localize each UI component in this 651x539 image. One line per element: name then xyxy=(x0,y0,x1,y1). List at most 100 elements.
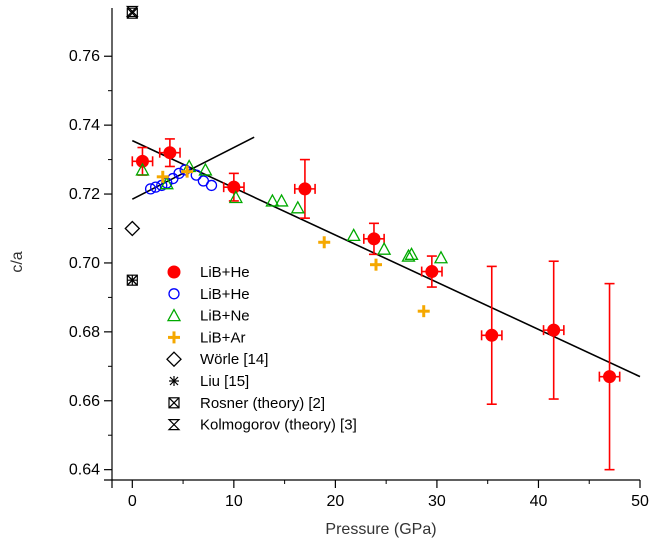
open-triangle-mark xyxy=(135,162,150,176)
bowtie-mark xyxy=(126,274,138,286)
y-tick-label: 0.70 xyxy=(69,255,100,272)
data-point xyxy=(367,232,381,246)
series-0 xyxy=(131,138,621,471)
legend-marker xyxy=(167,419,181,431)
hourglass-mark xyxy=(167,419,181,431)
data-point xyxy=(370,258,382,271)
open-circle-mark xyxy=(144,183,157,195)
open-triangle-mark xyxy=(274,193,289,207)
data-point xyxy=(425,265,439,279)
x-tick-label: 10 xyxy=(225,493,243,510)
asterisk-mark xyxy=(169,376,179,386)
legend-marker xyxy=(166,351,182,368)
open-diamond-mark xyxy=(124,220,141,237)
data-point xyxy=(417,305,430,318)
open-triangle-mark xyxy=(265,193,280,207)
legend-label: LiB+He xyxy=(200,264,250,281)
series-4 xyxy=(124,220,141,237)
data-point xyxy=(404,246,419,260)
data-point xyxy=(228,190,243,204)
legend-marker xyxy=(168,397,180,409)
legend-marker xyxy=(169,376,179,386)
open-circle-mark xyxy=(173,167,185,180)
data-point xyxy=(124,220,141,237)
error-bar xyxy=(158,138,181,168)
x-tick-label: 30 xyxy=(428,493,446,510)
open-triangle-mark xyxy=(159,176,174,190)
legend-marker xyxy=(167,265,181,279)
hourglass-mark xyxy=(125,5,139,18)
data-point xyxy=(126,274,138,286)
data-point xyxy=(173,167,185,180)
data-point xyxy=(265,193,280,207)
open-triangle-mark xyxy=(401,248,416,262)
legend-entry: Wörle [14] xyxy=(166,351,268,368)
filled-circle-mark xyxy=(603,370,617,384)
x-tick-label: 0 xyxy=(128,493,137,510)
bowtie-mark xyxy=(126,7,138,19)
legend-marker xyxy=(168,331,180,344)
y-tick-label: 0.64 xyxy=(69,462,100,479)
filled-circle-mark xyxy=(227,180,241,194)
legend-marker xyxy=(166,308,182,322)
legend-entry: LiB+He xyxy=(168,286,250,303)
y-axis-title: c/a xyxy=(9,251,26,272)
data-point xyxy=(433,250,449,264)
data-point xyxy=(181,165,194,178)
series-2 xyxy=(135,159,449,264)
data-point xyxy=(125,5,139,18)
data-point xyxy=(298,182,312,196)
open-circle-mark xyxy=(150,181,162,193)
legend-label: Liu [15] xyxy=(200,373,249,390)
legend-label: LiB+He xyxy=(200,286,250,303)
legend: LiB+He LiB+He LiB+Ne LiB+Ar Wörle [14] Liu [1… xyxy=(166,264,357,434)
y-tick-label: 0.72 xyxy=(69,186,100,203)
open-circle-mark xyxy=(179,164,191,176)
legend-label: Wörle [14] xyxy=(200,351,268,368)
plot-series xyxy=(124,5,621,471)
filled-circle-mark xyxy=(547,323,561,337)
filled-circle-mark xyxy=(425,265,439,279)
series-3 xyxy=(156,165,430,318)
open-triangle-mark xyxy=(166,308,182,322)
series-7 xyxy=(125,5,139,18)
bowtie-mark xyxy=(126,274,138,286)
series-6 xyxy=(126,7,138,286)
bowtie-mark xyxy=(168,397,180,409)
y-tick-label: 0.66 xyxy=(69,393,100,410)
legend-label: LiB+Ar xyxy=(200,329,245,346)
open-triangle-mark xyxy=(377,241,392,255)
data-point xyxy=(159,176,174,190)
legend-label: Kolmogorov (theory) [3] xyxy=(200,417,357,434)
legend-label: Rosner (theory) [2] xyxy=(200,395,325,412)
series-1 xyxy=(144,164,218,195)
legend-label: LiB+Ne xyxy=(200,308,250,325)
data-point xyxy=(401,248,416,262)
legend-entry: LiB+Ar xyxy=(168,329,245,346)
legend-entry: Rosner (theory) [2] xyxy=(168,395,325,412)
data-point xyxy=(547,323,561,337)
filled-circle-mark xyxy=(485,328,499,342)
filled-circle-mark xyxy=(298,182,312,196)
fit-line-0 xyxy=(131,139,641,378)
open-circle-mark xyxy=(205,179,218,192)
data-point xyxy=(179,164,191,176)
axes: 0.64 0.66 0.68 0.70 0.72 0.74 0.76 0 10 20 30 40 50 xyxy=(69,8,649,510)
legend-entry: LiB+Ne xyxy=(166,308,250,325)
open-triangle-mark xyxy=(433,250,449,264)
data-point xyxy=(135,154,149,168)
legend-entry: Liu [15] xyxy=(169,373,249,390)
data-point xyxy=(290,200,305,214)
open-circle-mark xyxy=(168,288,180,300)
open-triangle-mark xyxy=(198,162,213,176)
legend-entry: LiB+He xyxy=(167,264,250,281)
x-tick-label: 20 xyxy=(326,493,344,510)
x-axis-title: Pressure (GPa) xyxy=(325,521,436,538)
data-point xyxy=(144,183,157,195)
filled-circle-mark xyxy=(167,265,181,279)
data-point xyxy=(163,146,177,160)
data-point xyxy=(135,162,150,176)
filled-circle-mark xyxy=(135,154,149,168)
open-triangle-mark xyxy=(228,190,243,204)
